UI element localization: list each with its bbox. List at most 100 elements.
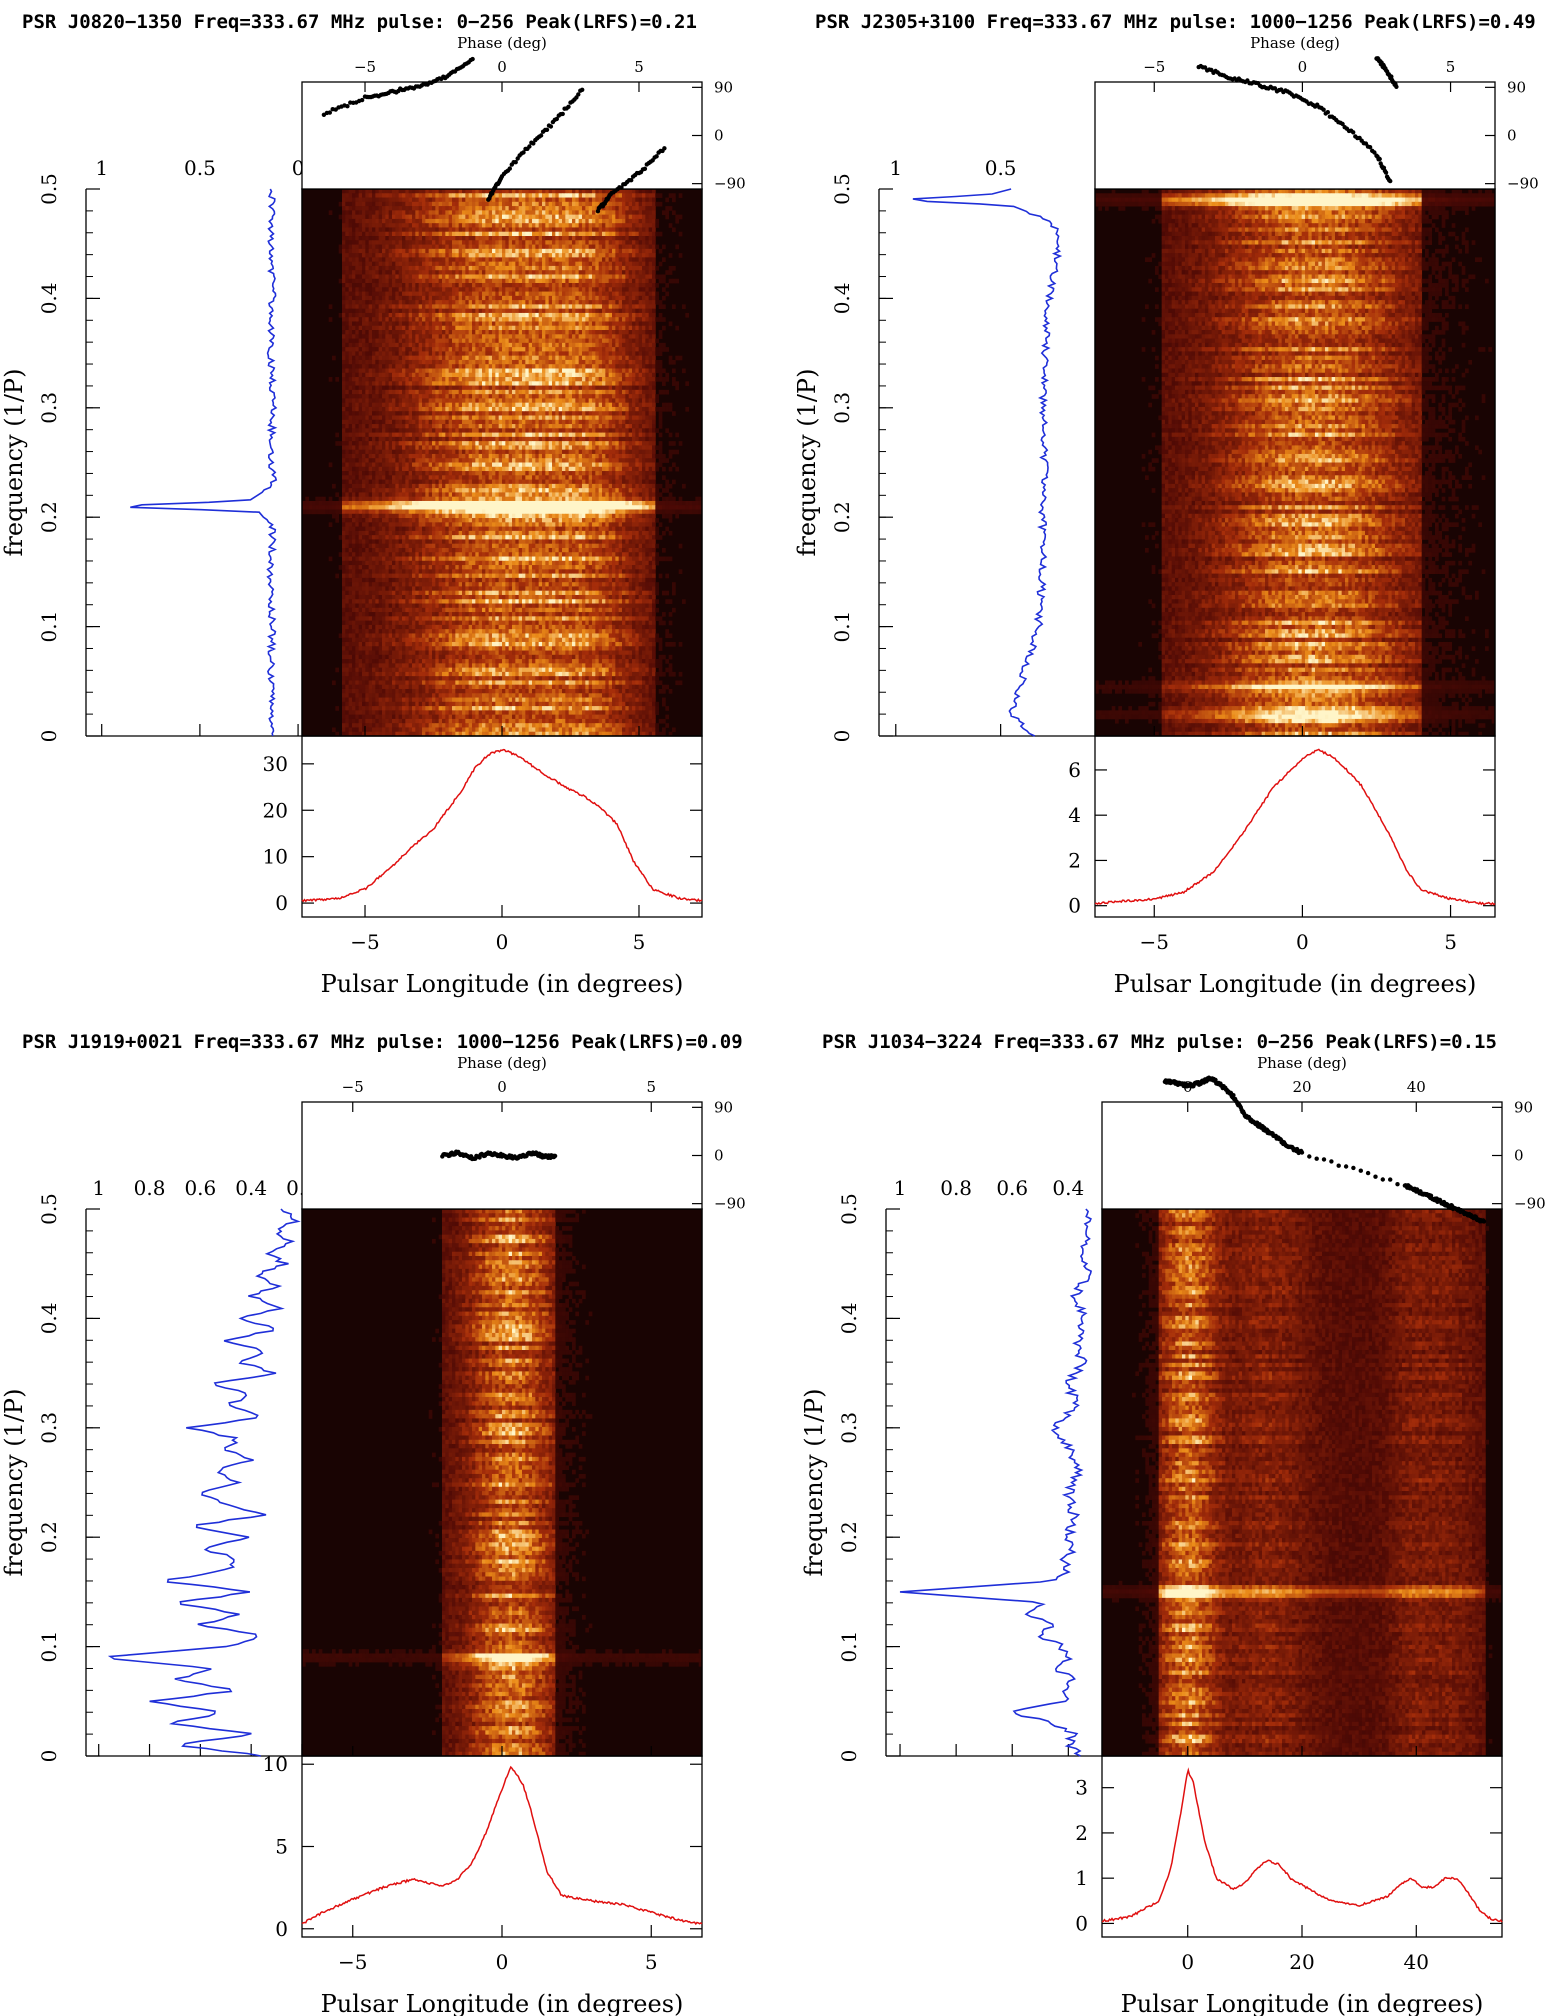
heatmap-cell bbox=[512, 218, 516, 224]
heatmap-cell bbox=[508, 372, 513, 378]
heatmap-cell bbox=[365, 197, 370, 203]
heatmap-cell bbox=[515, 287, 520, 292]
heatmap-cell bbox=[408, 197, 413, 203]
heatmap-cell bbox=[535, 231, 540, 237]
heatmap-cell bbox=[638, 368, 643, 374]
heatmap-cell bbox=[548, 355, 553, 361]
heatmap-cell bbox=[535, 189, 540, 194]
heatmap-cell bbox=[442, 287, 446, 292]
heatmap-cell bbox=[588, 189, 593, 194]
heatmap-cell bbox=[615, 359, 620, 365]
heatmap-cell bbox=[628, 402, 633, 408]
heatmap-cell bbox=[558, 317, 563, 322]
heatmap-cell bbox=[588, 389, 593, 395]
heatmap-cell bbox=[428, 304, 433, 310]
heatmap-cell bbox=[598, 368, 603, 374]
heatmap-cell bbox=[438, 300, 443, 305]
heatmap-cell bbox=[355, 355, 360, 361]
heatmap-cell bbox=[478, 312, 483, 318]
heatmap-cell bbox=[448, 308, 453, 314]
heatmap-cell bbox=[348, 385, 353, 391]
heatmap-cell bbox=[372, 377, 376, 382]
heatmap-cell bbox=[445, 385, 450, 391]
heatmap-cell bbox=[622, 330, 626, 335]
heatmap-cell bbox=[538, 270, 543, 275]
heatmap-cell bbox=[452, 274, 456, 280]
heatmap-cell bbox=[372, 325, 376, 331]
heatmap-cell bbox=[532, 368, 536, 374]
heatmap-cell bbox=[438, 283, 443, 288]
heatmap-cell bbox=[655, 394, 660, 399]
heatmap-cell bbox=[565, 355, 570, 361]
heatmap-cell bbox=[588, 359, 593, 365]
heatmap-cell bbox=[592, 244, 596, 250]
heatmap-cell bbox=[438, 201, 443, 207]
heatmap-cell bbox=[372, 394, 376, 399]
heatmap-cell bbox=[492, 265, 496, 271]
heatmap-cell bbox=[518, 398, 523, 404]
heatmap-cell bbox=[562, 197, 566, 203]
heatmap-cell bbox=[542, 231, 546, 237]
heatmap-cell bbox=[395, 398, 400, 404]
heatmap-cell bbox=[572, 317, 576, 322]
heatmap-cell bbox=[438, 236, 443, 241]
heatmap-cell bbox=[475, 385, 480, 391]
heatmap-cell bbox=[602, 389, 606, 395]
heatmap-cell bbox=[382, 364, 386, 369]
heatmap-cell bbox=[408, 193, 413, 198]
heatmap-cell bbox=[372, 300, 376, 305]
heatmap-cell bbox=[495, 244, 500, 250]
heatmap-cell bbox=[618, 240, 623, 245]
heatmap-cell bbox=[558, 206, 563, 211]
heatmap-cell bbox=[615, 206, 620, 211]
heatmap-cell bbox=[595, 295, 600, 301]
heatmap-cell bbox=[405, 248, 410, 254]
heatmap-cell bbox=[458, 355, 463, 361]
heatmap-cell bbox=[602, 231, 606, 237]
heatmap-cell bbox=[668, 223, 673, 228]
heatmap-cell bbox=[618, 291, 623, 297]
heatmap-cell bbox=[528, 330, 533, 335]
heatmap-cell bbox=[385, 364, 390, 369]
heatmap-cell bbox=[405, 261, 410, 267]
heatmap-cell bbox=[585, 236, 590, 241]
heatmap-cell bbox=[505, 210, 510, 216]
heatmap-cell bbox=[355, 274, 360, 280]
heatmap-cell bbox=[375, 402, 380, 408]
heatmap-cell bbox=[558, 325, 563, 331]
heatmap-cell bbox=[622, 295, 626, 301]
heatmap-cell bbox=[362, 381, 366, 386]
heatmap-cell bbox=[642, 381, 646, 386]
heatmap-cell bbox=[462, 355, 466, 361]
heatmap-cell bbox=[402, 274, 406, 280]
heatmap-cell bbox=[638, 342, 643, 348]
heatmap-cell bbox=[542, 321, 546, 327]
heatmap-cell bbox=[445, 270, 450, 275]
heatmap-cell bbox=[422, 193, 426, 198]
heatmap-cell bbox=[585, 338, 590, 344]
heatmap-cell bbox=[402, 223, 406, 228]
heatmap-cell bbox=[355, 321, 360, 327]
heatmap-cell bbox=[415, 355, 420, 361]
heatmap-cell bbox=[352, 300, 356, 305]
heatmap-cell bbox=[522, 355, 526, 361]
heatmap-cell bbox=[462, 385, 466, 391]
heatmap-cell bbox=[618, 189, 623, 194]
heatmap-cell bbox=[645, 210, 650, 216]
heatmap-cell bbox=[515, 261, 520, 267]
heatmap-cell bbox=[342, 372, 346, 378]
heatmap-cell bbox=[652, 317, 656, 322]
heatmap-cell bbox=[568, 347, 573, 352]
heatmap-cell bbox=[508, 291, 513, 297]
heatmap-cell bbox=[635, 359, 640, 365]
heatmap-cell bbox=[368, 312, 373, 318]
heatmap-cell bbox=[445, 257, 450, 263]
heatmap-cell bbox=[365, 283, 370, 288]
heatmap-cell bbox=[522, 223, 526, 228]
heatmap-cell bbox=[632, 398, 636, 404]
heatmap-cell bbox=[475, 359, 480, 365]
heatmap-cell bbox=[622, 385, 626, 391]
heatmap-cell bbox=[412, 227, 416, 233]
heatmap-cell bbox=[365, 325, 370, 331]
heatmap-cell bbox=[648, 189, 653, 194]
